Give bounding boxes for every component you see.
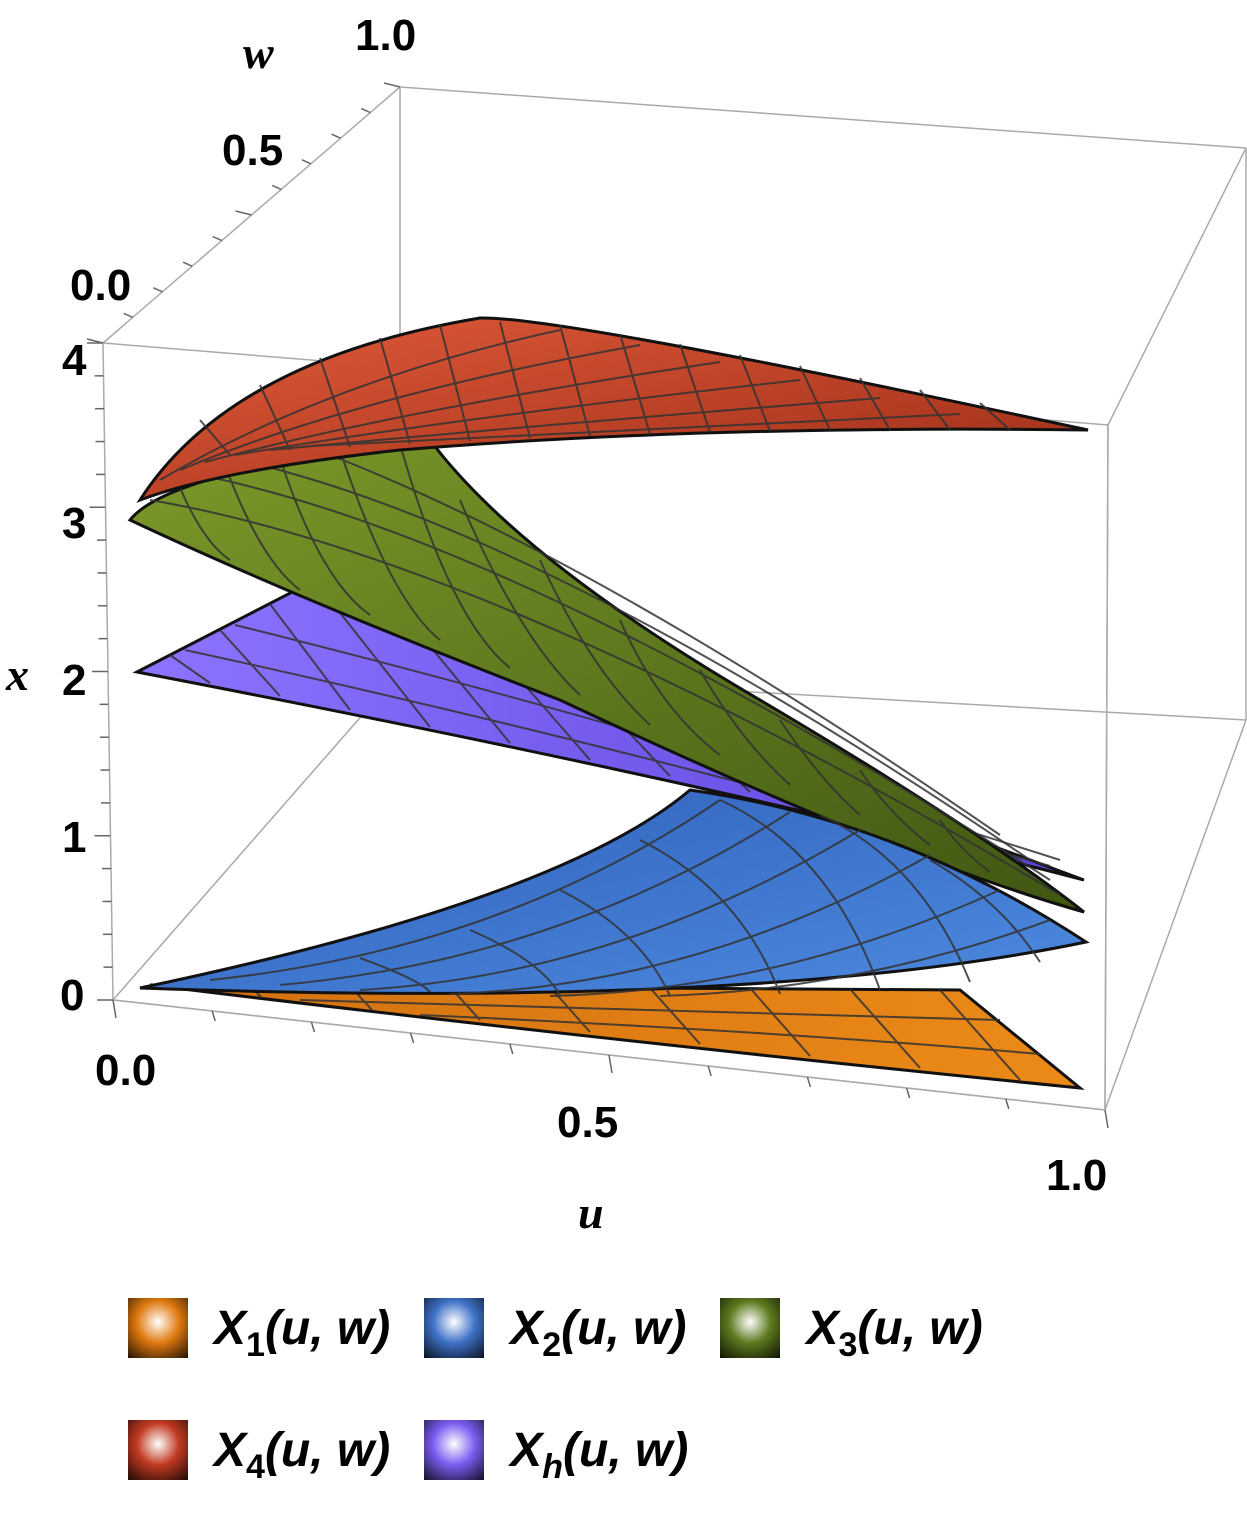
x-tick-2: 2 bbox=[62, 656, 86, 705]
w-tick-mark bbox=[271, 184, 282, 191]
x-tick-4: 4 bbox=[62, 336, 87, 385]
u-tick-mark bbox=[806, 1076, 812, 1088]
legend-item-X3: X3(u, w) bbox=[720, 1298, 983, 1364]
w-axis-label: w bbox=[243, 27, 274, 78]
w-tick-mark bbox=[86, 338, 104, 344]
u-tick-1: 0.5 bbox=[557, 1098, 618, 1147]
x-tick-1: 1 bbox=[62, 813, 86, 862]
legend-swatch bbox=[128, 1420, 188, 1480]
u-tick-0: 0.0 bbox=[95, 1046, 156, 1095]
u-tick-mark bbox=[707, 1065, 712, 1077]
u-tick-mark bbox=[1104, 1109, 1109, 1129]
legend-item-X1: X1(u, w) bbox=[128, 1298, 391, 1364]
w-tick-2: 1.0 bbox=[355, 11, 416, 60]
legend-swatch bbox=[720, 1298, 781, 1358]
legend-label: X2(u, w) bbox=[510, 1301, 687, 1364]
w-tick-mark bbox=[212, 235, 223, 242]
legend-swatch bbox=[424, 1298, 485, 1358]
surface-X1 bbox=[149, 983, 1085, 1090]
legend-label: X4(u, w) bbox=[214, 1423, 391, 1486]
surface-plot: 0.0 0.5 1.0 0 1 2 3 4 0.0 0.5 1.0 u x w bbox=[5, 11, 1247, 1238]
legend-label: X3(u, w) bbox=[806, 1301, 983, 1364]
w-tick-mark bbox=[301, 159, 312, 165]
legend-row: X1(u, w) X2(u, w) X3(u, w) bbox=[128, 1290, 1188, 1366]
w-tick-mark bbox=[331, 133, 341, 139]
legend-item-X2: X2(u, w) bbox=[424, 1298, 687, 1364]
w-tick-mark bbox=[153, 287, 163, 293]
w-tick-1: 0.5 bbox=[222, 126, 283, 175]
w-tick-mark bbox=[182, 261, 193, 267]
u-axis-ticks bbox=[112, 999, 1109, 1129]
u-tick-mark bbox=[509, 1043, 514, 1055]
legend-swatch bbox=[424, 1420, 485, 1480]
w-tick-mark bbox=[123, 312, 134, 319]
legend-label: X1(u, w) bbox=[214, 1301, 391, 1364]
legend: X1(u, w) X2(u, w) X3(u, w) X4(u, w) Xh(u, w… bbox=[128, 1290, 1188, 1534]
u-tick-mark bbox=[112, 999, 117, 1019]
u-tick-mark bbox=[1005, 1098, 1010, 1110]
w-tick-mark bbox=[360, 107, 371, 114]
surface-X4 bbox=[136, 316, 1089, 503]
legend-swatch bbox=[128, 1298, 188, 1358]
w-tick-mark bbox=[383, 82, 401, 88]
legend-item-X4: X4(u, w) bbox=[128, 1420, 391, 1486]
w-tick-mark bbox=[235, 210, 252, 216]
u-tick-mark bbox=[409, 1032, 415, 1044]
x-tick-3: 3 bbox=[62, 499, 86, 548]
u-tick-mark bbox=[310, 1021, 316, 1033]
surface-X2 bbox=[139, 788, 1090, 997]
x-axis-ticks bbox=[87, 342, 113, 1001]
u-axis-label: u bbox=[578, 1187, 604, 1238]
legend-item-Xh: Xh(u, w) bbox=[424, 1420, 689, 1486]
legend-label: Xh(u, w) bbox=[510, 1423, 689, 1486]
u-tick-mark bbox=[608, 1054, 613, 1074]
u-tick-mark bbox=[211, 1010, 216, 1022]
legend-row: X4(u, w) Xh(u, w) bbox=[128, 1412, 1188, 1488]
u-tick-mark bbox=[905, 1087, 911, 1099]
w-axis-ticks bbox=[86, 82, 401, 344]
surface-X3 bbox=[127, 438, 1085, 914]
w-tick-0: 0.0 bbox=[70, 261, 131, 310]
x-tick-0: 0 bbox=[60, 971, 84, 1020]
x-axis-label: x bbox=[5, 649, 29, 700]
u-tick-2: 1.0 bbox=[1046, 1151, 1107, 1200]
